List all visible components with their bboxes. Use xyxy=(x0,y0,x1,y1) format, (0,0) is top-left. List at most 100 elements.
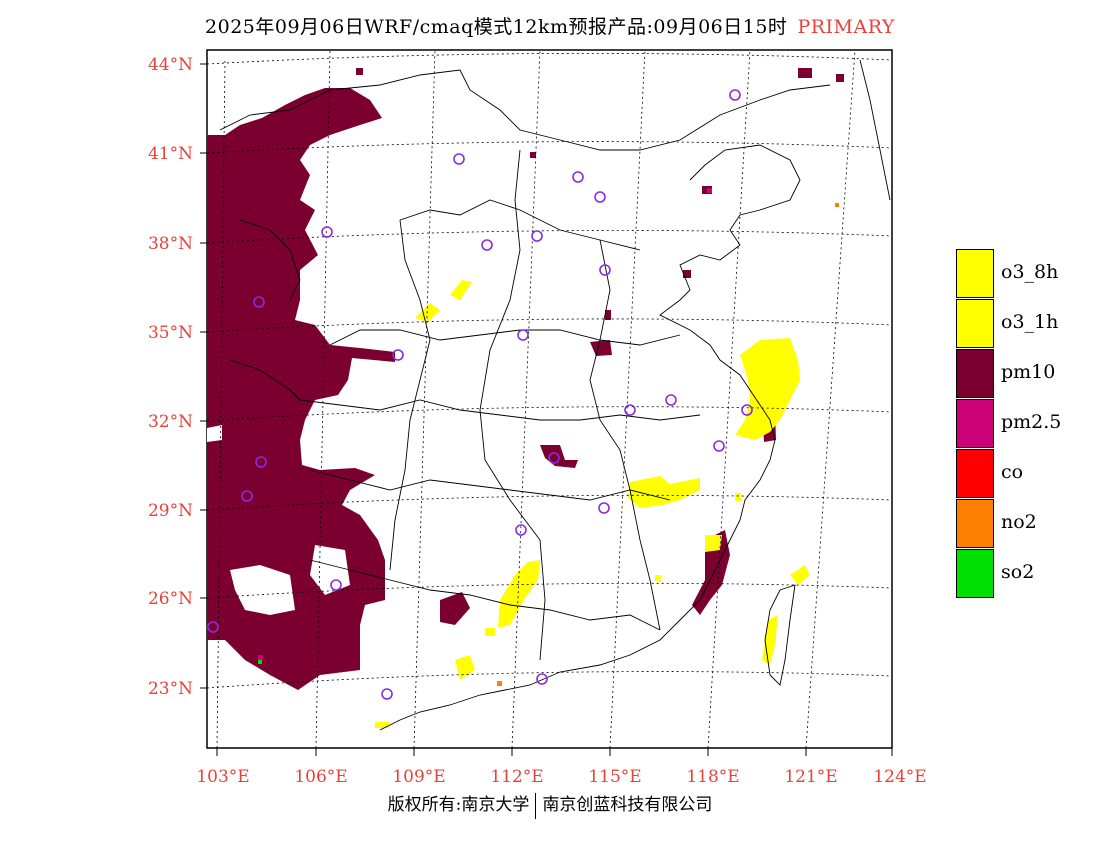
station-marker xyxy=(392,349,404,361)
legend-label: pm10 xyxy=(1001,361,1056,383)
stations xyxy=(207,89,753,700)
legend-swatch xyxy=(956,449,994,498)
pm10-patch-fujian xyxy=(692,530,730,615)
station-marker xyxy=(381,688,393,700)
legend-label: no2 xyxy=(1001,511,1037,533)
lat-label-23: 23°N xyxy=(148,679,193,699)
lat-label-41: 41°N xyxy=(148,144,193,164)
station-marker xyxy=(330,579,342,591)
legend-swatch xyxy=(956,399,994,448)
pm10-gap-1 xyxy=(230,565,295,615)
station-marker xyxy=(241,490,253,502)
o3-patch-hainan xyxy=(375,722,389,728)
pm10-patch-ne xyxy=(798,68,812,78)
legend-item-o3-8h: o3_8h xyxy=(956,249,1096,299)
legend-item-so2: so2 xyxy=(956,549,1096,599)
station-marker xyxy=(536,673,548,685)
station-marker xyxy=(741,404,753,416)
lon-label-118: 118°E xyxy=(686,767,739,787)
legend-swatch xyxy=(956,499,994,548)
legend-item-co: co xyxy=(956,449,1096,499)
legend-item-pm10: pm10 xyxy=(956,349,1096,399)
pm10-region-west xyxy=(207,88,395,690)
pm10-patch-sd2 xyxy=(605,310,611,320)
legend-swatch xyxy=(956,249,994,298)
lat-label-44: 44°N xyxy=(148,55,193,75)
pm25-patch xyxy=(707,188,712,193)
copyright-footer: 版权所有:南京大学 南京创蓝科技有限公司 xyxy=(0,790,1100,819)
title-text: 2025年09月06日WRF/cmaq模式12km预报产品:09月06日15时 xyxy=(205,16,788,38)
station-marker xyxy=(207,621,219,633)
boundaries xyxy=(219,59,891,731)
legend: o3_8h o3_1h pm10 pm2.5 co no2 so2 xyxy=(956,249,1096,599)
station-marker xyxy=(598,502,610,514)
legend-label: o3_8h xyxy=(1001,261,1059,283)
o3-patch-jiangxi xyxy=(628,476,700,508)
station-marker xyxy=(517,329,529,341)
lat-label-26: 26°N xyxy=(148,589,193,609)
legend-item-o3-1h: o3_1h xyxy=(956,299,1096,349)
lon-label-103: 103°E xyxy=(196,767,249,787)
so2-patch xyxy=(258,660,262,664)
no2-patch xyxy=(497,681,502,686)
no2-patch-2 xyxy=(835,203,839,207)
station-marker xyxy=(665,394,677,406)
legend-item-no2: no2 xyxy=(956,499,1096,549)
legend-swatch xyxy=(956,299,994,348)
legend-swatch xyxy=(956,349,994,398)
o3-patch-gx xyxy=(485,628,495,636)
station-marker xyxy=(481,239,493,251)
o3-patch-shanxi xyxy=(450,280,472,300)
legend-label: co xyxy=(1001,461,1024,483)
lon-label-109: 109°E xyxy=(392,767,445,787)
pm10-gap-3 xyxy=(207,425,222,442)
o3-patch-hunan xyxy=(498,560,540,628)
station-marker xyxy=(594,191,606,203)
station-marker xyxy=(255,456,267,468)
lat-label-32: 32°N xyxy=(148,412,193,432)
lon-label-124: 124°E xyxy=(873,767,926,787)
station-marker xyxy=(572,171,584,183)
lon-label-112: 112°E xyxy=(490,767,543,787)
station-marker xyxy=(515,524,527,536)
o3-patch-fj xyxy=(705,535,722,552)
legend-label: o3_1h xyxy=(1001,311,1059,333)
station-marker xyxy=(531,230,543,242)
o3-patch-sea xyxy=(790,565,810,585)
pm10-patch-bj xyxy=(530,152,536,158)
station-marker xyxy=(599,264,611,276)
station-marker xyxy=(453,153,465,165)
footer-separator xyxy=(535,792,537,819)
lon-label-121: 121°E xyxy=(784,767,837,787)
pm10-patch-henan xyxy=(590,340,612,356)
station-marker xyxy=(548,452,560,464)
o3-patch-gd2 xyxy=(655,575,661,581)
lat-label-38: 38°N xyxy=(148,234,193,254)
lon-label-106: 106°E xyxy=(294,767,347,787)
legend-label: pm2.5 xyxy=(1001,411,1062,433)
station-marker xyxy=(321,226,333,238)
lon-label-115: 115°E xyxy=(588,767,641,787)
o3-patch-taiwan xyxy=(762,615,778,665)
station-marker xyxy=(713,440,725,452)
footer-left: 版权所有:南京大学 xyxy=(387,795,530,815)
legend-label: so2 xyxy=(1001,561,1035,583)
station-marker xyxy=(624,404,636,416)
map-title: 2025年09月06日WRF/cmaq模式12km预报产品:09月06日15时 P… xyxy=(0,12,1100,39)
o3-patch-gd xyxy=(455,655,475,680)
map-content xyxy=(206,49,893,749)
axis-ticks xyxy=(200,63,893,756)
station-marker xyxy=(729,89,741,101)
pm10-patch-mongolia xyxy=(356,68,363,75)
pm10-patch-guangxi xyxy=(440,592,470,625)
graticule xyxy=(206,49,893,749)
footer-right: 南京创蓝科技有限公司 xyxy=(542,795,713,815)
title-tag: PRIMARY xyxy=(797,16,895,38)
pm25-patch-2 xyxy=(258,655,263,660)
station-marker xyxy=(253,296,265,308)
lat-label-35: 35°N xyxy=(148,323,193,343)
legend-swatch xyxy=(956,549,994,598)
legend-item-pm25: pm2.5 xyxy=(956,399,1096,449)
o3-patch-zj xyxy=(735,493,741,501)
